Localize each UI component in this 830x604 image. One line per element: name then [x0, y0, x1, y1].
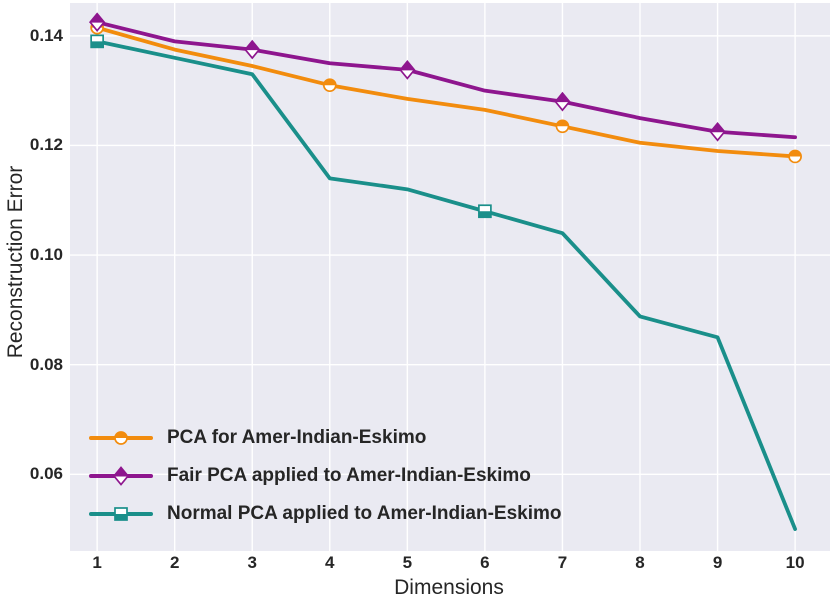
legend-item-normal-pca: Normal PCA applied to Amer-Indian-Eskimo: [88, 495, 561, 533]
marker-diamond-series1-x7: [554, 91, 571, 112]
marker-square-series2-x6: [478, 204, 492, 219]
marker-circle-series0-x4: [322, 78, 337, 93]
y-axis-label: Reconstruction Error: [4, 165, 27, 359]
legend-marker-square-icon: [114, 507, 128, 521]
legend-marker-diamond-icon: [112, 466, 130, 486]
series-line-1: [95, 20, 798, 140]
legend: PCA for Amer-Indian-Eskimo Fair PCA appl…: [88, 419, 561, 533]
marker-square-series2-x1: [90, 34, 104, 49]
legend-marker-circle-icon: [114, 431, 128, 445]
legend-label-normal-pca: Normal PCA applied to Amer-Indian-Eskimo: [167, 503, 562, 524]
x-axis-label: Dimensions: [394, 576, 504, 599]
marker-diamond-series1-x5: [399, 60, 416, 80]
legend-item-fair-pca: Fair PCA applied to Amer-Indian-Eskimo: [88, 457, 561, 495]
legend-line-square-icon: [89, 507, 153, 521]
marker-circle-series0-x7: [555, 119, 570, 134]
legend-line-diamond-icon: [89, 466, 153, 486]
series-line-0: [95, 25, 798, 159]
legend-item-pca: PCA for Amer-Indian-Eskimo: [88, 419, 561, 457]
legend-label-pca: PCA for Amer-Indian-Eskimo: [167, 427, 427, 448]
legend-label-fair-pca: Fair PCA applied to Amer-Indian-Eskimo: [167, 465, 531, 486]
marker-diamond-series1-x9: [709, 121, 726, 142]
series-line-2: [95, 39, 798, 531]
plot-area: [70, 3, 830, 551]
marker-diamond-series1-x1: [89, 12, 106, 33]
marker-diamond-series1-x3: [244, 39, 261, 60]
marker-circle-series0-x10: [788, 149, 802, 164]
legend-line-circle-icon: [89, 431, 153, 445]
